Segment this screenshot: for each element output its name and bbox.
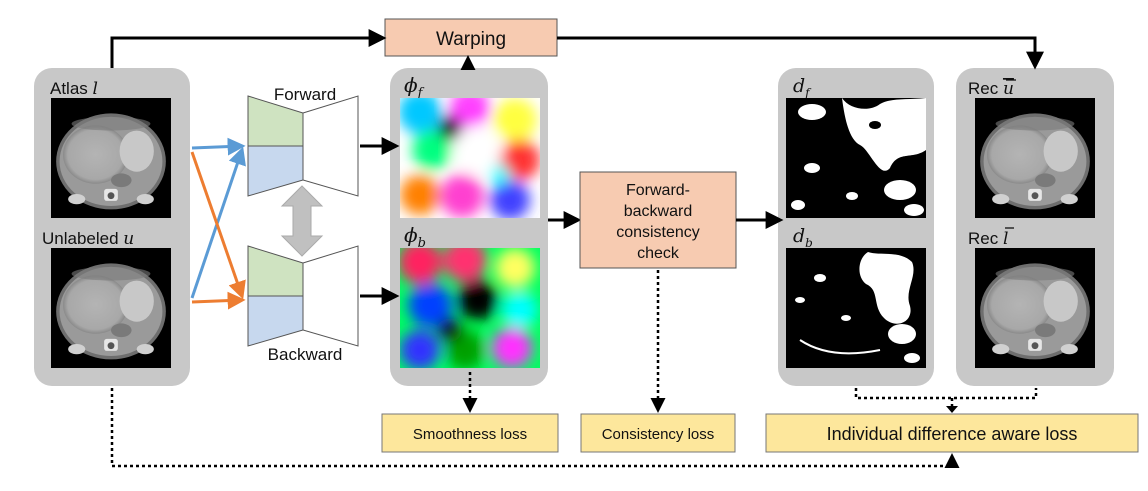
atlas-ct-image xyxy=(51,98,171,218)
consistency-check-line-1: Forward- xyxy=(626,182,690,199)
atlas-to-forward-arrow xyxy=(191,137,246,156)
forward-difference-image xyxy=(786,98,926,218)
input-to-individual-dotted xyxy=(110,388,960,468)
shared-weights-double-arrow xyxy=(280,185,324,257)
consistency-check-box xyxy=(579,171,737,269)
warping-to-rec-arrow xyxy=(557,36,1044,70)
backward-flow-image xyxy=(400,248,540,368)
difference-rec-to-individual-dotted xyxy=(854,388,1038,410)
backward-label: Backward xyxy=(268,345,343,364)
atlas-to-backward-arrow xyxy=(190,151,246,300)
individual-loss-label: Individual difference aware loss xyxy=(827,424,1078,444)
consistency-loss-label: Consistency loss xyxy=(602,426,715,443)
warping-label: Warping xyxy=(436,29,506,50)
unlabeled-label: Unlabeled u xyxy=(42,229,134,249)
atlas-to-warping-arrow xyxy=(110,29,387,68)
consistency-check-line-3: consistency xyxy=(616,224,700,241)
backward-network xyxy=(247,245,359,347)
backward-difference-image xyxy=(786,248,926,368)
backward-difference-label: db xyxy=(793,225,813,250)
rec-u-label: Rec u xyxy=(968,79,1014,99)
consistency-loss-box xyxy=(580,413,736,453)
backward-flow-label: ϕb xyxy=(404,223,426,251)
atlas-label: Atlas l xyxy=(50,79,98,99)
consistency-check-line-4: check xyxy=(637,245,680,262)
forward-network xyxy=(247,95,359,197)
forward-flow-label: ϕf xyxy=(404,73,425,101)
forward-difference-label: df xyxy=(793,75,812,100)
consistency-check-line-2: backward xyxy=(624,203,692,220)
forward-flow-image xyxy=(400,98,540,218)
rec-l-label: Rec l xyxy=(968,229,1008,249)
individual-arrowhead xyxy=(946,406,958,413)
rec-u-ct-image xyxy=(975,98,1095,218)
unlabeled-ct-image xyxy=(51,248,171,368)
forward-label: Forward xyxy=(274,85,336,104)
smoothness-loss-label: Smoothness loss xyxy=(413,426,527,443)
individual-loss-box xyxy=(765,413,1139,453)
rec-l-ct-image xyxy=(975,248,1095,368)
unlabeled-to-backward-arrow xyxy=(191,291,246,310)
smoothness-loss-box xyxy=(381,413,559,453)
